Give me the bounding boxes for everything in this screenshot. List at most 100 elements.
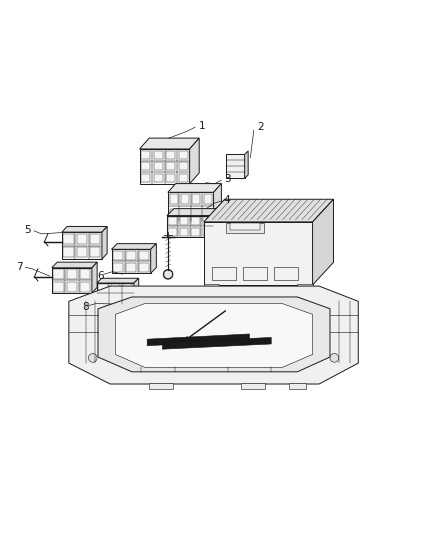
Bar xyxy=(113,251,123,260)
Bar xyxy=(67,269,77,279)
Bar xyxy=(77,247,87,257)
Bar xyxy=(53,282,64,292)
Bar xyxy=(90,234,100,244)
Bar xyxy=(123,295,132,303)
Bar xyxy=(192,195,201,204)
Bar xyxy=(111,295,120,303)
Bar xyxy=(123,284,132,292)
Bar xyxy=(99,284,108,292)
Bar xyxy=(289,383,306,389)
Bar xyxy=(212,266,236,280)
Bar xyxy=(141,163,150,171)
Polygon shape xyxy=(134,278,139,304)
Bar xyxy=(230,223,260,230)
Text: 8: 8 xyxy=(82,302,89,312)
Polygon shape xyxy=(190,138,199,184)
Bar xyxy=(179,163,188,171)
Bar xyxy=(139,251,149,260)
Polygon shape xyxy=(167,208,219,215)
Bar xyxy=(191,228,200,236)
Polygon shape xyxy=(213,208,219,237)
Bar xyxy=(149,383,173,389)
Polygon shape xyxy=(168,183,221,192)
Polygon shape xyxy=(162,337,271,349)
Bar xyxy=(126,251,136,260)
Text: 7: 7 xyxy=(16,262,22,271)
Bar xyxy=(204,208,212,219)
Polygon shape xyxy=(98,297,330,372)
Bar xyxy=(154,151,163,159)
Polygon shape xyxy=(112,244,156,249)
Text: 1: 1 xyxy=(198,122,205,131)
Bar xyxy=(179,174,188,182)
Bar xyxy=(204,284,219,289)
Bar xyxy=(67,282,77,292)
Polygon shape xyxy=(245,151,248,179)
Polygon shape xyxy=(226,155,245,179)
Bar xyxy=(166,163,175,171)
Bar xyxy=(90,247,100,257)
Polygon shape xyxy=(62,232,102,259)
Bar xyxy=(166,151,175,159)
Bar xyxy=(141,151,150,159)
Text: 2: 2 xyxy=(257,122,264,132)
Bar xyxy=(297,284,313,289)
Bar xyxy=(181,195,189,204)
Bar xyxy=(64,247,74,257)
Polygon shape xyxy=(214,183,221,221)
Bar xyxy=(166,174,175,182)
Bar xyxy=(111,284,120,292)
Bar xyxy=(243,266,267,280)
Polygon shape xyxy=(102,227,107,259)
Polygon shape xyxy=(52,268,92,293)
Bar xyxy=(113,263,123,272)
Bar xyxy=(80,282,90,292)
Circle shape xyxy=(88,353,97,362)
Bar xyxy=(53,269,64,279)
Polygon shape xyxy=(167,215,213,237)
Polygon shape xyxy=(313,199,333,285)
Bar xyxy=(170,195,177,204)
Polygon shape xyxy=(97,283,134,304)
Polygon shape xyxy=(97,278,139,283)
Circle shape xyxy=(163,270,173,279)
Polygon shape xyxy=(151,244,156,273)
Polygon shape xyxy=(69,286,358,384)
Bar xyxy=(179,151,188,159)
Polygon shape xyxy=(116,303,313,367)
Text: 4: 4 xyxy=(223,195,230,205)
Bar xyxy=(126,263,136,272)
Polygon shape xyxy=(140,138,199,149)
Polygon shape xyxy=(52,262,97,268)
Bar xyxy=(170,208,177,219)
Bar xyxy=(99,295,108,303)
Polygon shape xyxy=(147,334,250,346)
Bar xyxy=(181,208,189,219)
Bar xyxy=(77,234,87,244)
Polygon shape xyxy=(62,227,107,232)
Bar xyxy=(168,228,177,236)
Bar xyxy=(180,228,188,236)
Bar xyxy=(64,234,74,244)
Polygon shape xyxy=(204,222,313,285)
Polygon shape xyxy=(204,199,333,222)
Bar xyxy=(168,217,177,225)
Bar xyxy=(141,174,150,182)
Bar xyxy=(203,228,211,236)
Bar xyxy=(204,195,212,204)
Polygon shape xyxy=(168,192,214,221)
Bar xyxy=(274,266,298,280)
Bar xyxy=(154,174,163,182)
Bar xyxy=(226,223,264,233)
Text: 3: 3 xyxy=(224,174,231,184)
Bar xyxy=(192,208,201,219)
Bar xyxy=(191,217,200,225)
Bar xyxy=(203,217,211,225)
Bar xyxy=(154,163,163,171)
Bar xyxy=(241,383,265,389)
Bar xyxy=(80,269,90,279)
Polygon shape xyxy=(140,149,190,184)
Polygon shape xyxy=(92,262,97,293)
Circle shape xyxy=(330,353,339,362)
Bar xyxy=(139,263,149,272)
